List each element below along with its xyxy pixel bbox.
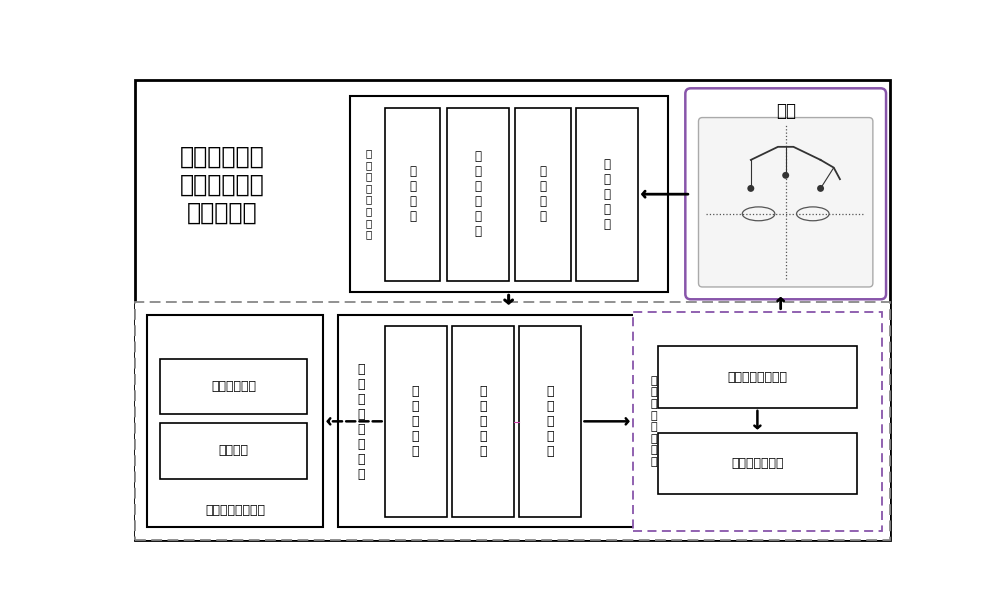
Text: 主
机
电
缆: 主 机 电 缆 (409, 165, 416, 223)
Bar (147, 316, 323, 527)
Bar (135, 301, 890, 540)
Text: 输
出
子
模
块: 输 出 子 模 块 (547, 385, 554, 458)
Text: 脑
电
传
感
器: 脑 电 传 感 器 (604, 158, 611, 231)
Bar (576, 107, 638, 281)
Text: 数
据
监
测
分
析
模
块: 数 据 监 测 分 析 模 块 (358, 363, 365, 481)
Bar (452, 326, 514, 517)
Bar (658, 432, 857, 494)
Bar (447, 107, 509, 281)
Bar (519, 326, 581, 517)
Bar (633, 312, 882, 531)
Circle shape (747, 185, 754, 192)
Text: 数
据
转
换
模
块: 数 据 转 换 模 块 (474, 150, 481, 238)
Bar (350, 96, 668, 292)
Bar (385, 107, 440, 281)
Circle shape (817, 185, 824, 192)
Bar (658, 346, 857, 408)
Text: 脑电监测镇静
深度闭环控制
注射泵装置: 脑电监测镇静 深度闭环控制 注射泵装置 (180, 145, 264, 224)
Text: 脑
电
数
据
采
集
模
块: 脑 电 数 据 采 集 模 块 (365, 148, 371, 239)
Text: 液晶显示模块: 液晶显示模块 (211, 380, 256, 393)
Bar (385, 326, 447, 517)
Bar (515, 107, 571, 281)
Text: 人
体
电
缆: 人 体 电 缆 (539, 165, 546, 223)
Text: 触控模块: 触控模块 (218, 445, 248, 457)
FancyBboxPatch shape (698, 117, 873, 287)
Text: 分
析
子
模
块: 分 析 子 模 块 (479, 385, 487, 458)
Text: 监
测
子
模
块: 监 测 子 模 块 (412, 385, 419, 458)
Text: 步进电机控制模块: 步进电机控制模块 (727, 371, 787, 384)
Text: 人机交互显示模块: 人机交互显示模块 (205, 503, 265, 517)
Circle shape (782, 172, 789, 179)
Text: 注射器推动装置: 注射器推动装置 (731, 457, 784, 470)
Bar (160, 423, 307, 479)
FancyBboxPatch shape (685, 88, 886, 299)
Bar (160, 359, 307, 414)
Text: 注
射
给
药
控
制
模
块: 注 射 给 药 控 制 模 块 (650, 376, 657, 467)
Bar (338, 316, 637, 527)
Text: 患者: 患者 (776, 102, 796, 120)
